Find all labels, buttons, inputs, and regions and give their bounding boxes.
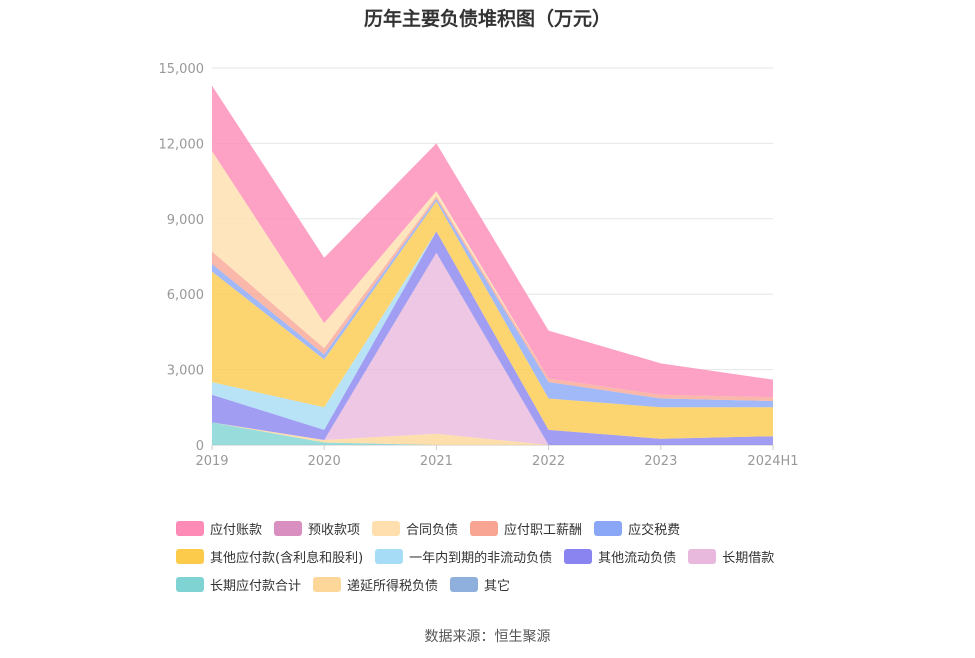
legend-item[interactable]: 长期应付款合计	[176, 575, 301, 594]
legend-label: 一年内到期的非流动负债	[409, 550, 553, 566]
legend-label: 应付职工薪酬	[504, 522, 583, 538]
legend-swatch	[470, 520, 499, 536]
legend-swatch	[176, 576, 204, 592]
x-tick-label: 2023	[644, 454, 677, 469]
y-tick-label: 3,000	[167, 364, 204, 379]
legend-swatch	[176, 520, 204, 536]
y-axis: 0 3,000 6,000 9,000 12,000 15,000	[159, 62, 205, 454]
legend-label: 应付账款	[210, 522, 263, 538]
legend-label: 合同负债	[406, 522, 459, 538]
x-tick-label: 2021	[420, 454, 453, 469]
x-axis: 2019 2020 2021 2022 2023 2024H1	[195, 445, 799, 469]
x-tick-label: 2024H1	[747, 454, 798, 469]
legend-label: 其他流动负债	[598, 550, 677, 566]
area-其他应付款(含利息和股利)[interactable]	[212, 201, 773, 439]
legend-row: 长期应付款合计 递延所得税负债 其它	[176, 570, 816, 598]
chart-legend: 应付账款 预收款项 合同负债 应付职工薪酬 应交税费其他应付款(含利息和股利) 一年内到期…	[176, 514, 816, 598]
legend-swatch	[372, 520, 401, 536]
y-tick-label: 12,000	[159, 137, 205, 152]
legend-label: 应交税费	[628, 522, 681, 538]
legend-item[interactable]: 应付账款	[176, 519, 262, 538]
legend-row: 其他应付款(含利息和股利) 一年内到期的非流动负债 其他流动负债 长期借款	[176, 542, 816, 570]
legend-swatch	[274, 520, 303, 536]
legend-swatch	[594, 520, 623, 536]
area-长期应付款合计[interactable]	[212, 422, 773, 445]
area-递延所得税负债[interactable]	[212, 422, 773, 445]
area-长期借款[interactable]	[212, 252, 773, 445]
legend-item[interactable]: 其他应付款(含利息和股利)	[176, 547, 363, 566]
legend-swatch	[688, 548, 717, 564]
legend-label: 其它	[484, 578, 511, 594]
stacked-area-chart: 2019 2020 2021 2022 2023 2024H1 0 3,000 6,000 9,…	[159, 62, 799, 469]
legend-swatch	[176, 548, 204, 564]
legend-item[interactable]: 长期借款	[688, 547, 774, 566]
legend-label: 长期借款	[722, 550, 775, 566]
area-其他流动负债[interactable]	[212, 231, 773, 445]
x-tick-label: 2022	[532, 454, 565, 469]
x-tick-label: 2019	[195, 454, 228, 469]
chart-title: 历年主要负债堆积图（万元）	[363, 8, 611, 30]
legend-swatch	[313, 576, 342, 592]
x-tick-label: 2020	[308, 454, 341, 469]
legend-item[interactable]: 应付职工薪酬	[470, 519, 582, 538]
legend-item[interactable]: 应交税费	[594, 519, 680, 538]
legend-label: 长期应付款合计	[210, 578, 302, 594]
y-tick-label: 6,000	[167, 288, 204, 303]
y-tick-label: 9,000	[167, 213, 204, 228]
legend-item[interactable]: 递延所得税负债	[313, 575, 438, 594]
legend-item[interactable]: 一年内到期的非流动负债	[375, 547, 552, 566]
y-tick-label: 0	[196, 439, 204, 454]
legend-item[interactable]: 其他流动负债	[564, 547, 676, 566]
legend-item[interactable]: 预收款项	[274, 519, 360, 538]
legend-label: 递延所得税负债	[347, 578, 439, 594]
legend-swatch	[375, 548, 404, 564]
legend-swatch	[564, 548, 593, 564]
legend-label: 预收款项	[308, 522, 361, 538]
area-series	[212, 85, 773, 445]
data-source: 数据来源：恒生聚源	[424, 629, 551, 645]
legend-row: 应付账款 预收款项 合同负债 应付职工薪酬 应交税费	[176, 514, 816, 542]
legend-label: 其他应付款(含利息和股利)	[210, 550, 364, 566]
legend-item[interactable]: 其它	[450, 575, 510, 594]
legend-swatch	[450, 576, 479, 592]
y-tick-label: 15,000	[159, 62, 205, 77]
legend-item[interactable]: 合同负债	[372, 519, 458, 538]
area-应付账款[interactable]	[212, 85, 773, 398]
